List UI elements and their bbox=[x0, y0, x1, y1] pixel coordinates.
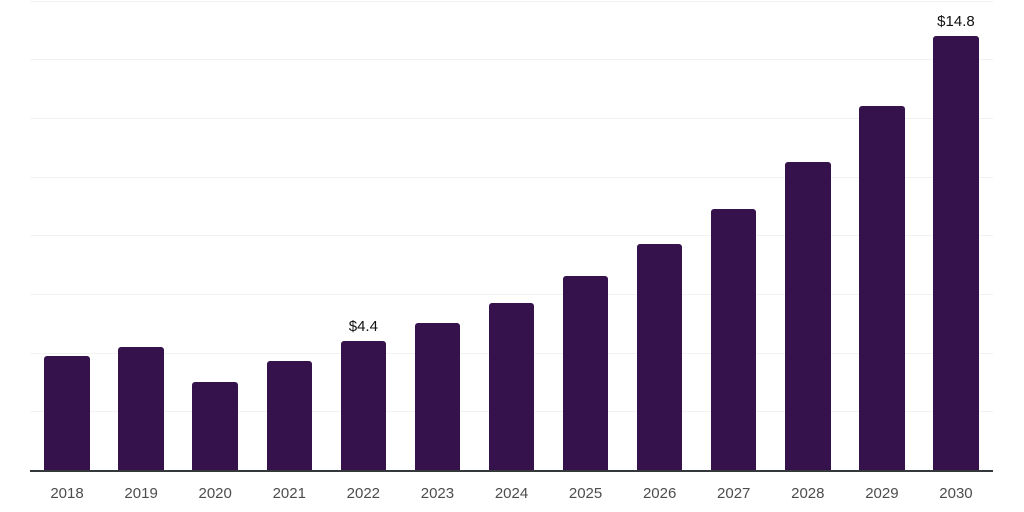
x-tick-label-2030: 2030 bbox=[939, 485, 973, 502]
x-tick-label-2029: 2029 bbox=[865, 485, 899, 502]
x-tick-label-2028: 2028 bbox=[791, 485, 825, 502]
gridline-y-14 bbox=[30, 59, 993, 61]
x-tick-label-2020: 2020 bbox=[198, 485, 232, 502]
x-tick-label-2024: 2024 bbox=[494, 485, 529, 502]
gridline-y-12 bbox=[30, 118, 993, 120]
bar-2018 bbox=[44, 355, 90, 470]
x-tick-label-2022: 2022 bbox=[346, 485, 381, 502]
bar-2025 bbox=[562, 276, 609, 470]
bar-2024 bbox=[488, 302, 535, 470]
gridline-y-10 bbox=[30, 176, 993, 178]
value-label-2022: $4.4 bbox=[348, 317, 378, 335]
bar-2026 bbox=[636, 244, 683, 470]
gridline-y-8 bbox=[30, 235, 993, 237]
x-tick-label-2019: 2019 bbox=[124, 485, 158, 502]
bar-2020 bbox=[192, 382, 238, 470]
x-axis-line bbox=[30, 470, 993, 472]
gridline-y-16 bbox=[30, 0, 993, 2]
x-tick-label-2021: 2021 bbox=[272, 485, 306, 502]
bar-2029 bbox=[859, 106, 905, 470]
bar-2028 bbox=[785, 162, 831, 470]
bar-2019 bbox=[118, 346, 164, 470]
gridline-y-6 bbox=[30, 294, 993, 295]
x-tick-label-2026: 2026 bbox=[642, 485, 677, 502]
x-tick-label-2027: 2027 bbox=[717, 485, 751, 502]
bar-2022 bbox=[340, 340, 387, 470]
bar-2030 bbox=[933, 35, 979, 470]
x-tick-label-2023: 2023 bbox=[420, 485, 455, 502]
x-tick-label-2018: 2018 bbox=[50, 485, 84, 502]
bar-2023 bbox=[414, 323, 461, 470]
value-label-2030: $14.8 bbox=[937, 12, 975, 30]
bar-2021 bbox=[266, 361, 313, 470]
x-tick-label-2025: 2025 bbox=[568, 485, 603, 502]
bar-2027 bbox=[710, 208, 757, 470]
